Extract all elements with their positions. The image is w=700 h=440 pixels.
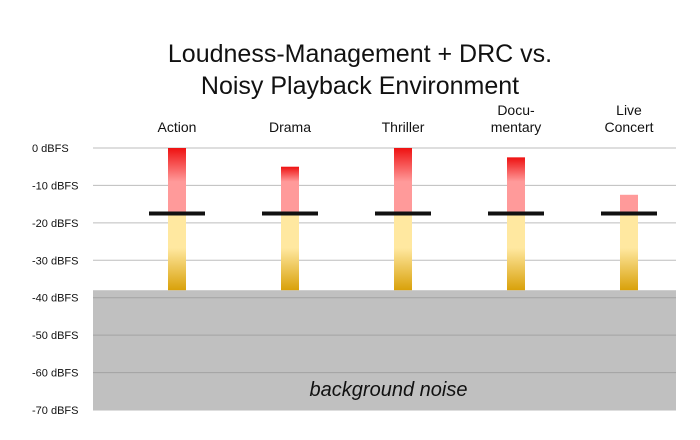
bar-lower [620,213,638,291]
y-tick-label: -50 dBFS [32,330,78,342]
y-tick-label: 0 dBFS [32,143,69,155]
chart-title-line-1: Loudness-Management + DRC vs. [167,40,553,68]
category-label: Drama [269,119,311,135]
bar-lower [394,213,412,291]
bar-upper [168,148,186,214]
y-tick-label: -40 dBFS [32,293,78,305]
bar-upper [394,148,412,214]
category-label: mentary [491,119,542,135]
bar-upper [620,194,638,214]
y-tick-label: -10 dBFS [32,180,78,192]
noise-floor-label: background noise [310,379,468,401]
category-label: Action [158,119,197,135]
bar-lower [281,213,299,291]
y-tick-label: -60 dBFS [32,368,78,380]
chart-title: Loudness-Management + DRC vs. Noisy Play… [0,38,700,102]
category-label: Live [616,102,642,118]
category-label: Concert [604,119,653,135]
bar-upper [507,157,525,214]
category-label: Thriller [382,119,425,135]
noise-floor-area [93,290,676,410]
chart-title-line-2: Noisy Playback Environment [200,72,520,100]
category-label: Docu- [497,102,535,118]
bar-upper [281,166,299,214]
y-tick-label: -30 dBFS [32,255,78,267]
bar-lower [168,213,186,291]
y-tick-label: -20 dBFS [32,218,78,230]
y-tick-label: -70 dBFS [32,405,78,417]
bar-lower [507,213,525,291]
